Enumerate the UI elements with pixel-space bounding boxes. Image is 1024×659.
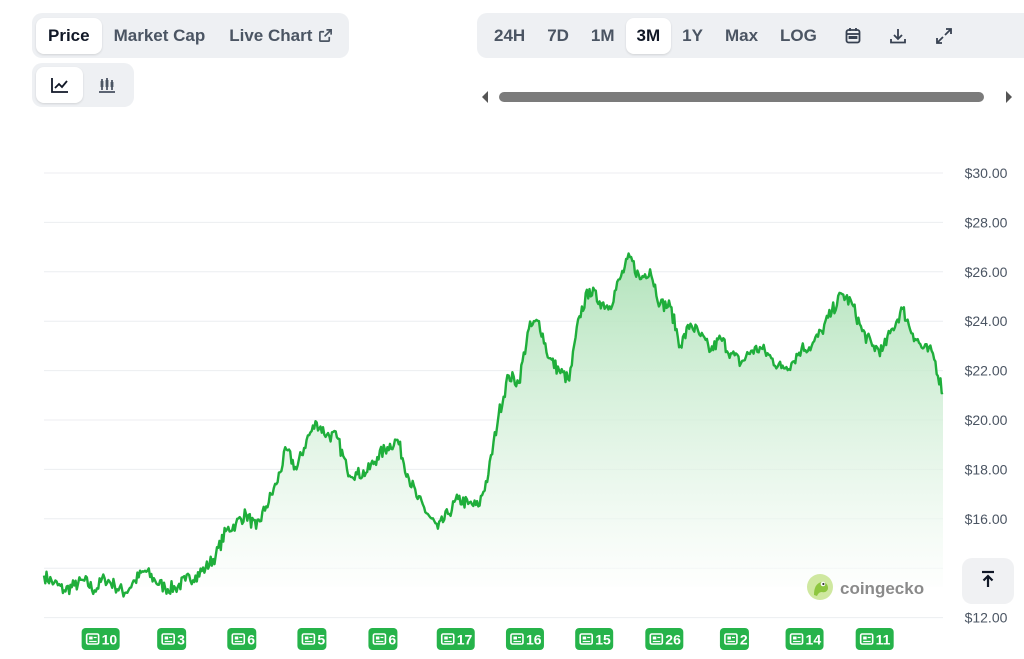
y-tick-label: $20.00 <box>965 412 1008 428</box>
newspaper-icon <box>301 633 316 645</box>
log-scale-toggle[interactable]: LOG <box>769 18 828 54</box>
y-tick-label: $30.00 <box>965 165 1008 181</box>
news-badge[interactable]: 10 <box>81 628 120 650</box>
newspaper-icon <box>859 633 874 645</box>
arrow-up-to-line-icon <box>980 570 996 593</box>
y-tick-label: $18.00 <box>965 461 1008 477</box>
news-badge[interactable]: 6 <box>368 628 398 650</box>
range-max[interactable]: Max <box>714 18 769 54</box>
news-badge[interactable]: 14 <box>785 628 824 650</box>
news-badge-count: 16 <box>526 632 542 648</box>
news-badge-count: 5 <box>317 632 325 648</box>
watermark-text: coingecko <box>840 579 925 598</box>
news-badge[interactable]: 15 <box>575 628 614 650</box>
range-1m-label: 1M <box>590 25 615 45</box>
y-tick-label: $24.00 <box>965 313 1008 329</box>
log-scale-label: LOG <box>780 25 817 45</box>
tab-live-chart-label: Live Chart <box>229 25 313 45</box>
expand-button[interactable] <box>924 18 964 54</box>
line-chart-icon <box>50 77 69 93</box>
range-3m[interactable]: 3M <box>625 17 672 54</box>
newspaper-icon <box>789 633 804 645</box>
newspaper-icon <box>579 633 593 645</box>
news-badge-count: 3 <box>177 632 185 648</box>
news-badge-count: 2 <box>740 632 748 648</box>
newspaper-icon <box>231 633 246 645</box>
y-tick-label: $12.00 <box>965 610 1008 626</box>
newspaper-icon <box>372 633 387 645</box>
scroll-right-arrow-icon[interactable] <box>1006 91 1012 103</box>
external-link-icon <box>318 28 333 43</box>
y-tick-label: $26.00 <box>965 264 1008 280</box>
news-badge-count: 26 <box>665 632 681 648</box>
news-badge[interactable]: 2 <box>719 628 749 650</box>
news-badge[interactable]: 6 <box>227 628 257 650</box>
tab-live-chart[interactable]: Live Chart <box>217 18 345 54</box>
y-tick-label: $22.00 <box>965 363 1008 379</box>
newspaper-icon <box>440 633 455 645</box>
news-badge-count: 14 <box>806 632 822 648</box>
newspaper-icon <box>85 633 100 645</box>
newspaper-icon <box>161 633 175 645</box>
news-badge-count: 10 <box>102 632 118 648</box>
range-7d[interactable]: 7D <box>536 18 580 54</box>
scrollbar-thumb[interactable] <box>499 92 984 102</box>
date-picker-button[interactable] <box>834 18 872 54</box>
price-chart[interactable]: $30.00 $28.00 $26.00 $24.00 $22.00 $20.00 $18.… <box>0 150 1024 659</box>
news-badge-count: 11 <box>876 632 891 648</box>
tab-market-cap-label: Market Cap <box>113 25 206 45</box>
news-badge[interactable]: 3 <box>157 628 187 650</box>
download-icon <box>889 27 907 45</box>
line-chart-button[interactable] <box>36 67 83 103</box>
range-3m-label: 3M <box>636 25 661 45</box>
range-tabs: 24H 7D 1M 3M 1Y Max LOG <box>477 13 1024 58</box>
scroll-left-arrow-icon[interactable] <box>482 91 488 103</box>
newspaper-icon <box>510 633 524 645</box>
y-tick-label: $16.00 <box>965 511 1008 527</box>
range-7d-label: 7D <box>547 25 569 45</box>
news-badge-count: 6 <box>247 632 255 648</box>
expand-icon <box>935 27 953 45</box>
range-24h-label: 24H <box>494 25 526 45</box>
candlestick-chart-icon <box>98 77 116 93</box>
news-badge-count: 15 <box>595 632 611 648</box>
newspaper-icon <box>649 633 664 645</box>
range-24h[interactable]: 24H <box>483 18 536 54</box>
range-1y-label: 1Y <box>682 25 703 45</box>
range-navigator-scrollbar[interactable] <box>478 86 1018 108</box>
coingecko-logo-icon <box>806 573 834 606</box>
scroll-to-top-button[interactable] <box>962 558 1014 604</box>
tab-price-label: Price <box>48 25 90 45</box>
coingecko-watermark: coingecko <box>806 573 925 606</box>
news-badge[interactable]: 26 <box>645 628 684 650</box>
tab-market-cap[interactable]: Market Cap <box>102 18 218 54</box>
price-line <box>42 252 944 598</box>
newspaper-icon <box>724 633 738 645</box>
candlestick-chart-button[interactable] <box>83 67 130 103</box>
y-tick-label: $28.00 <box>965 214 1008 230</box>
news-badge[interactable]: 17 <box>436 628 475 650</box>
news-badge-count: 6 <box>388 632 396 648</box>
news-badge-count: 17 <box>457 632 473 648</box>
range-max-label: Max <box>724 25 759 45</box>
metric-tabs: Price Market Cap Live Chart <box>32 13 350 58</box>
news-badge[interactable]: 11 <box>855 628 894 650</box>
download-button[interactable] <box>878 18 918 54</box>
range-1m[interactable]: 1M <box>580 18 626 54</box>
news-badge[interactable]: 5 <box>297 628 327 650</box>
chart-type-toggle <box>32 63 134 107</box>
calendar-icon <box>845 27 861 44</box>
range-1y[interactable]: 1Y <box>671 18 714 54</box>
tab-price[interactable]: Price <box>36 17 102 54</box>
news-badge[interactable]: 16 <box>505 628 544 650</box>
price-area-fill <box>44 253 943 597</box>
